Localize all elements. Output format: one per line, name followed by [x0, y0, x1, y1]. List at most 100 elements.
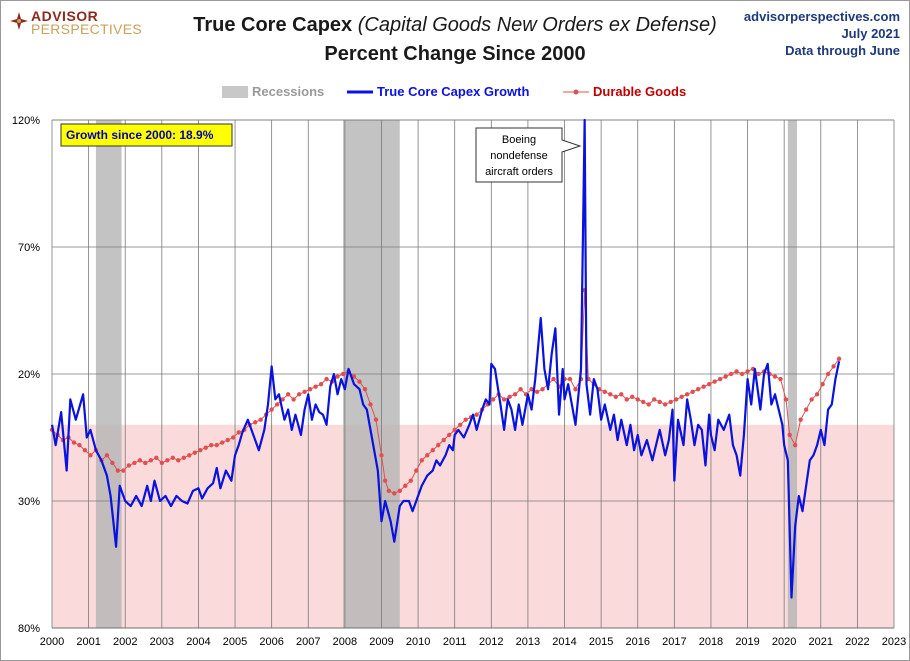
durable-goods-point — [236, 430, 241, 435]
boeing-annotation-line: aircraft orders — [485, 166, 553, 178]
durable-goods-point — [220, 440, 225, 445]
durable-goods-point — [630, 394, 635, 400]
x-tick-label: 2012 — [479, 636, 503, 648]
durable-goods-point — [690, 389, 695, 394]
compass-logo-icon — [10, 12, 28, 30]
durable-goods-point — [652, 397, 657, 402]
chart-title-main: True Core Capex — [193, 14, 353, 36]
durable-goods-point — [397, 488, 402, 494]
durable-goods-point — [772, 374, 778, 379]
legend-core-capex: True Core Capex Growth — [377, 84, 530, 99]
durable-goods-point — [225, 437, 230, 443]
durable-goods-point — [362, 387, 368, 392]
durable-goods-point — [115, 468, 121, 473]
durable-goods-point — [335, 374, 340, 379]
durable-goods-point — [551, 376, 556, 382]
durable-goods-point — [679, 394, 684, 400]
x-tick-label: 2018 — [699, 636, 723, 648]
durable-goods-point — [373, 417, 379, 422]
durable-goods-point — [110, 460, 115, 466]
logo-text-bottom: PERSPECTIVES — [31, 21, 142, 37]
durable-goods-point — [419, 458, 424, 463]
durable-goods-point — [684, 392, 690, 397]
durable-goods-point — [490, 397, 496, 402]
durable-goods-point — [382, 478, 388, 483]
x-tick-label: 2008 — [333, 636, 357, 648]
legend-recessions: Recessions — [252, 84, 325, 99]
durable-goods-point — [567, 376, 573, 382]
durable-goods-point — [825, 371, 831, 377]
durable-goods-point — [82, 448, 88, 453]
durable-goods-point — [181, 455, 186, 461]
negative-zone — [52, 424, 894, 628]
y-tick-label: 70% — [18, 242, 40, 254]
durable-goods-point — [809, 397, 814, 402]
durable-goods-point — [608, 392, 613, 397]
durable-goods-point — [302, 389, 307, 394]
durable-goods-point — [657, 399, 662, 405]
durable-goods-point — [518, 387, 523, 392]
durable-goods-point — [457, 422, 463, 427]
durable-goods-point — [357, 379, 362, 384]
y-tick-label: 20% — [18, 369, 40, 381]
chart-title: True Core Capex (Capital Goods New Order… — [0, 14, 910, 37]
durable-goods-point — [170, 455, 176, 461]
x-tick-label: 2014 — [552, 636, 576, 648]
durable-goods-point — [436, 442, 441, 448]
durable-goods-point — [403, 483, 408, 488]
durable-goods-point — [137, 458, 143, 463]
y-tick-label: 30% — [18, 496, 40, 508]
durable-goods-point — [646, 402, 651, 407]
logo-text-top: ADVISOR — [31, 8, 99, 24]
legend-core-swatch — [347, 90, 373, 94]
x-tick-label: 2020 — [772, 636, 796, 648]
legend: Recessions True Core Capex Growth Durabl… — [0, 84, 910, 102]
durable-goods-point — [176, 458, 181, 463]
x-tick-label: 2011 — [443, 636, 467, 648]
x-tick-label: 2022 — [845, 636, 869, 648]
durable-goods-point — [613, 394, 618, 400]
durable-goods-point — [285, 392, 291, 397]
x-tick-label: 2007 — [296, 636, 320, 648]
growth-callout-box — [60, 123, 233, 147]
x-tick-label: 2019 — [735, 636, 759, 648]
durable-goods-point — [798, 417, 803, 422]
durable-goods-point — [392, 491, 397, 496]
durable-goods-point — [126, 463, 132, 468]
durable-goods-point — [379, 453, 384, 458]
durable-goods-point — [425, 453, 430, 458]
x-tick-label: 2009 — [369, 636, 393, 648]
y-tick-label: 120% — [12, 115, 40, 127]
durable-goods-point — [198, 448, 203, 453]
durable-goods-point — [430, 448, 435, 453]
x-tick-label: 2001 — [76, 636, 100, 648]
durable-goods-point — [203, 445, 208, 450]
durable-goods-point — [641, 399, 646, 405]
source-date: July 2021 — [841, 26, 900, 41]
x-tick-label: 2010 — [406, 636, 430, 648]
durable-goods-point — [529, 387, 534, 392]
durable-goods-point — [712, 379, 717, 384]
growth-callout-text: Growth since 2000: 18.9% — [66, 128, 214, 142]
x-tick-label: 2016 — [625, 636, 649, 648]
durable-goods-point — [77, 442, 82, 448]
durable-goods-point — [386, 488, 391, 494]
boeing-annotation-bubble — [475, 127, 582, 183]
chart-subtitle: Percent Change Since 2000 — [324, 43, 586, 65]
durable-goods-point — [291, 397, 296, 402]
durable-goods-point — [803, 407, 809, 412]
source-data-through: Data through June — [785, 43, 900, 58]
durable-goods-point — [340, 371, 346, 377]
chart-title-sub: (Capital Goods New Orders ex Defense) — [357, 14, 717, 36]
x-tick-label: 2017 — [662, 636, 686, 648]
x-tick-label: 2015 — [589, 636, 613, 648]
x-tick-label: 2004 — [186, 636, 210, 648]
durable-goods-point — [258, 417, 263, 422]
durable-goods-point — [269, 407, 274, 412]
durable-goods-point — [540, 387, 545, 392]
durable-goods-point — [474, 412, 479, 417]
durable-goods-point — [209, 442, 214, 448]
source-site: advisorperspectives.com — [743, 9, 900, 24]
x-tick-label: 2021 — [809, 636, 833, 648]
